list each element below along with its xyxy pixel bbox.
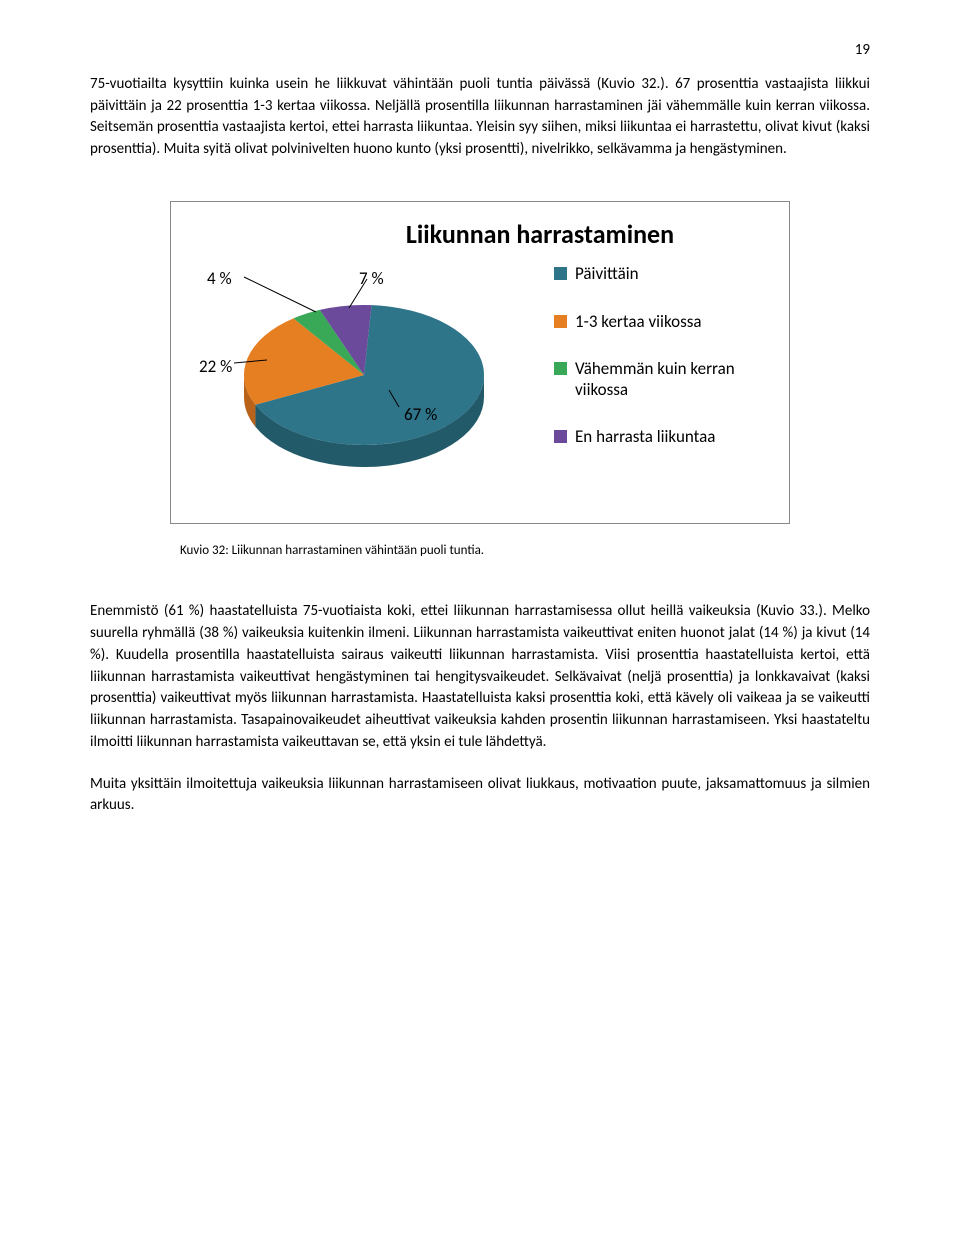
paragraph-3: Muita yksittäin ilmoitettuja vaikeuksia … bbox=[90, 774, 870, 818]
legend-label: 1-3 kertaa viikossa bbox=[575, 311, 702, 332]
chart-caption: Kuvio 32: Liikunnan harrastaminen vähint… bbox=[180, 542, 870, 561]
legend-item-less: Vähemmän kuin kerran viikossa bbox=[554, 358, 771, 401]
legend-swatch bbox=[554, 362, 567, 375]
paragraph-2: Enemmistö (61 %) haastatelluista 75-vuot… bbox=[90, 601, 870, 753]
pie-slice-label-weekly: 22 % bbox=[199, 355, 232, 380]
legend-item-weekly: 1-3 kertaa viikossa bbox=[554, 311, 771, 332]
pie-chart: 67 % 22 % 4 % 7 % bbox=[189, 255, 519, 495]
legend-swatch bbox=[554, 430, 567, 443]
legend-label: Päivittäin bbox=[575, 263, 639, 284]
legend-item-daily: Päivittäin bbox=[554, 263, 771, 284]
chart-legend: Päivittäin 1-3 kertaa viikossa Vähemmän ku… bbox=[554, 263, 771, 447]
chart-title: Liikunnan harrastaminen bbox=[309, 216, 771, 254]
legend-label: Vähemmän kuin kerran viikossa bbox=[575, 358, 771, 401]
legend-swatch bbox=[554, 267, 567, 280]
legend-item-none: En harrasta liikuntaa bbox=[554, 426, 771, 447]
legend-label: En harrasta liikuntaa bbox=[575, 426, 715, 447]
pie-slice-label-daily: 67 % bbox=[404, 403, 437, 428]
paragraph-1: 75-vuotiailta kysyttiin kuinka usein he … bbox=[90, 74, 870, 161]
legend-swatch bbox=[554, 315, 567, 328]
pie-chart-frame: Liikunnan harrastaminen 67 % 22 % 4 % 7 % P… bbox=[170, 201, 790, 525]
pie-slice-label-less: 4 % bbox=[207, 267, 232, 292]
pie-slice-label-none: 7 % bbox=[359, 267, 384, 292]
page-number: 19 bbox=[90, 40, 870, 62]
